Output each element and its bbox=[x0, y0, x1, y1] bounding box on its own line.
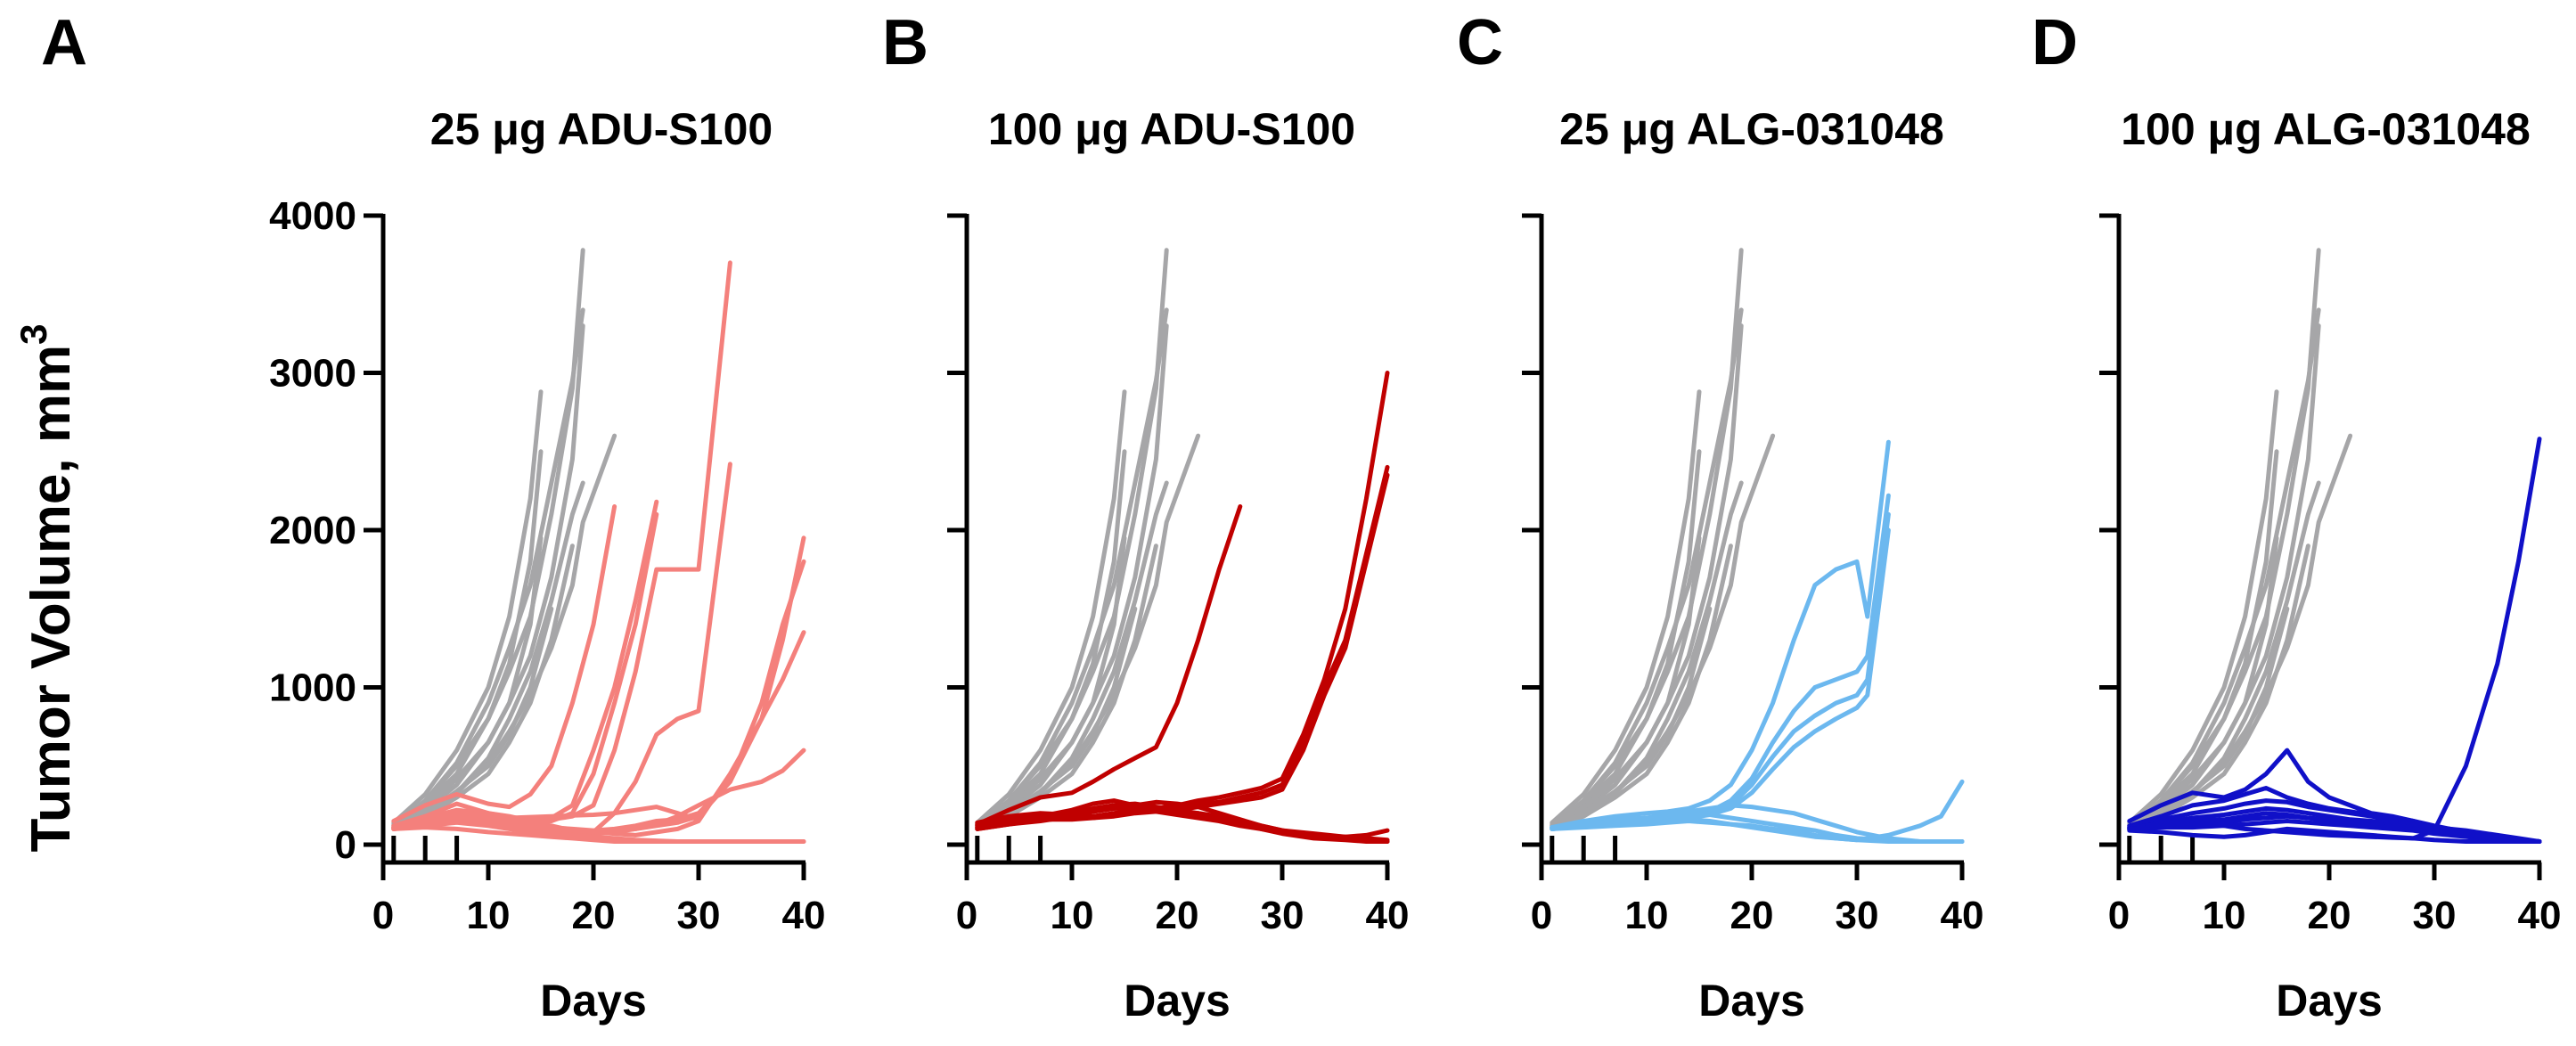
x-tick-label: 0 bbox=[1531, 894, 1552, 937]
panel-letter: A bbox=[41, 7, 87, 78]
y-axis-label-text: Tumor Volume, mm bbox=[20, 345, 82, 853]
series-line-control-10 bbox=[391, 606, 554, 830]
series-line-control-1 bbox=[1550, 248, 1744, 829]
series-line-control-7 bbox=[391, 480, 585, 831]
panel-title: 100 μg ALG-031048 bbox=[2121, 104, 2531, 154]
x-tick-label: 10 bbox=[1051, 894, 1094, 937]
x-tick-label: 10 bbox=[467, 894, 511, 937]
series-line-treated-3 bbox=[391, 504, 617, 823]
y-tick-label: 1000 bbox=[269, 666, 356, 710]
series-line-treated-9 bbox=[975, 799, 1285, 833]
series-line-treated-7 bbox=[1550, 803, 1965, 844]
series-line-control-1 bbox=[391, 248, 585, 829]
x-tick-label: 40 bbox=[1366, 894, 1410, 937]
series-line-control-4 bbox=[975, 389, 1127, 825]
series-line-treated-1 bbox=[975, 504, 1243, 827]
series-line-treated-11 bbox=[391, 820, 806, 844]
series-line-treated-9 bbox=[391, 748, 806, 834]
series-line-control-9 bbox=[1550, 543, 1733, 831]
series-line-control-4 bbox=[1550, 389, 1702, 825]
x-tick-label: 10 bbox=[2203, 894, 2246, 937]
series-line-control-10 bbox=[1550, 606, 1713, 830]
series-line-control-5 bbox=[1550, 449, 1702, 829]
series-line-control-5 bbox=[975, 449, 1127, 829]
series-line-control-4 bbox=[391, 389, 544, 825]
panel-letter: C bbox=[1457, 7, 1503, 78]
x-tick-label: 40 bbox=[1941, 894, 1984, 937]
series-line-treated-1 bbox=[391, 260, 732, 830]
x-tick-label: 0 bbox=[2108, 894, 2130, 937]
series-line-control-6 bbox=[391, 535, 544, 831]
series-line-control-2 bbox=[1550, 323, 1744, 827]
x-tick-label: 20 bbox=[572, 894, 616, 937]
panel-letter: B bbox=[882, 7, 928, 78]
y-tick-label: 0 bbox=[335, 823, 356, 867]
series-line-control-2 bbox=[975, 323, 1169, 827]
x-tick-label: 30 bbox=[2413, 894, 2457, 937]
x-tick-label: 20 bbox=[1156, 894, 1199, 937]
series-line-control-10 bbox=[2127, 606, 2290, 830]
panel-title: 100 μg ADU-S100 bbox=[988, 104, 1355, 154]
series-line-control-6 bbox=[1550, 535, 1702, 831]
x-tick-label: 0 bbox=[956, 894, 977, 937]
x-tick-label: 10 bbox=[1625, 894, 1669, 937]
panel-b: B 100 μg ADU-S100 0 10 20 30 40 Days bbox=[882, 7, 1409, 1026]
series-line-control-1 bbox=[2127, 248, 2321, 829]
panel-d: D 100 μg ALG-031048 0 10 20 30 40 Days bbox=[2032, 7, 2561, 1026]
series-line-control-2 bbox=[2127, 323, 2321, 827]
x-tick-label: 0 bbox=[372, 894, 394, 937]
x-axis-title: Days bbox=[1124, 976, 1231, 1026]
panel-a: A 25 μg ADU-S100 0 1000 2000 3000 4000 0 10 20 30 4… bbox=[41, 7, 825, 1026]
x-axis-title: Days bbox=[1698, 976, 1805, 1026]
y-tick-label: 2000 bbox=[269, 509, 356, 552]
series-line-control-10 bbox=[975, 606, 1138, 830]
y-tick-label: 4000 bbox=[269, 194, 356, 238]
x-axis-title: Days bbox=[2276, 976, 2383, 1026]
series-line-control-1 bbox=[975, 248, 1169, 829]
x-tick-label: 30 bbox=[677, 894, 721, 937]
series-line-control-7 bbox=[2127, 480, 2321, 831]
series-line-control-2 bbox=[391, 323, 585, 827]
x-tick-label: 30 bbox=[1836, 894, 1879, 937]
series-line-control-9 bbox=[2127, 543, 2310, 831]
series-line-control-5 bbox=[391, 449, 544, 829]
panel-title: 25 μg ADU-S100 bbox=[430, 104, 773, 154]
panel-c: C 25 μg ALG-031048 0 10 20 30 40 Days bbox=[1457, 7, 1983, 1026]
x-tick-label: 20 bbox=[2308, 894, 2351, 937]
x-tick-label: 20 bbox=[1730, 894, 1774, 937]
panel-title: 25 μg ALG-031048 bbox=[1559, 104, 1944, 154]
series-line-treated-8 bbox=[2127, 819, 2542, 844]
panel-letter: D bbox=[2032, 7, 2078, 78]
series-line-control-5 bbox=[2127, 449, 2279, 829]
series-line-treated-9 bbox=[2127, 826, 2542, 844]
series-line-treated-5 bbox=[2127, 805, 2542, 844]
series-line-control-9 bbox=[391, 543, 575, 831]
x-tick-label: 40 bbox=[782, 894, 826, 937]
series-line-control-7 bbox=[1550, 480, 1744, 831]
y-axis-label-superscript: 3 bbox=[12, 324, 54, 345]
series-line-control-9 bbox=[975, 543, 1158, 831]
y-axis-label: Tumor Volume, mm3 bbox=[12, 324, 82, 853]
series-line-treated-5 bbox=[391, 511, 659, 830]
series-line-control-4 bbox=[2127, 389, 2279, 825]
series-line-treated-8 bbox=[1550, 819, 1965, 844]
x-axis-title: Days bbox=[540, 976, 647, 1026]
series-line-treated-12 bbox=[391, 805, 701, 830]
y-tick-label: 3000 bbox=[269, 352, 356, 396]
x-tick-label: 40 bbox=[2518, 894, 2562, 937]
series-line-control-7 bbox=[975, 480, 1169, 831]
series-line-control-6 bbox=[2127, 535, 2279, 831]
series-line-treated-1 bbox=[1550, 439, 1891, 830]
x-tick-label: 30 bbox=[1261, 894, 1304, 937]
